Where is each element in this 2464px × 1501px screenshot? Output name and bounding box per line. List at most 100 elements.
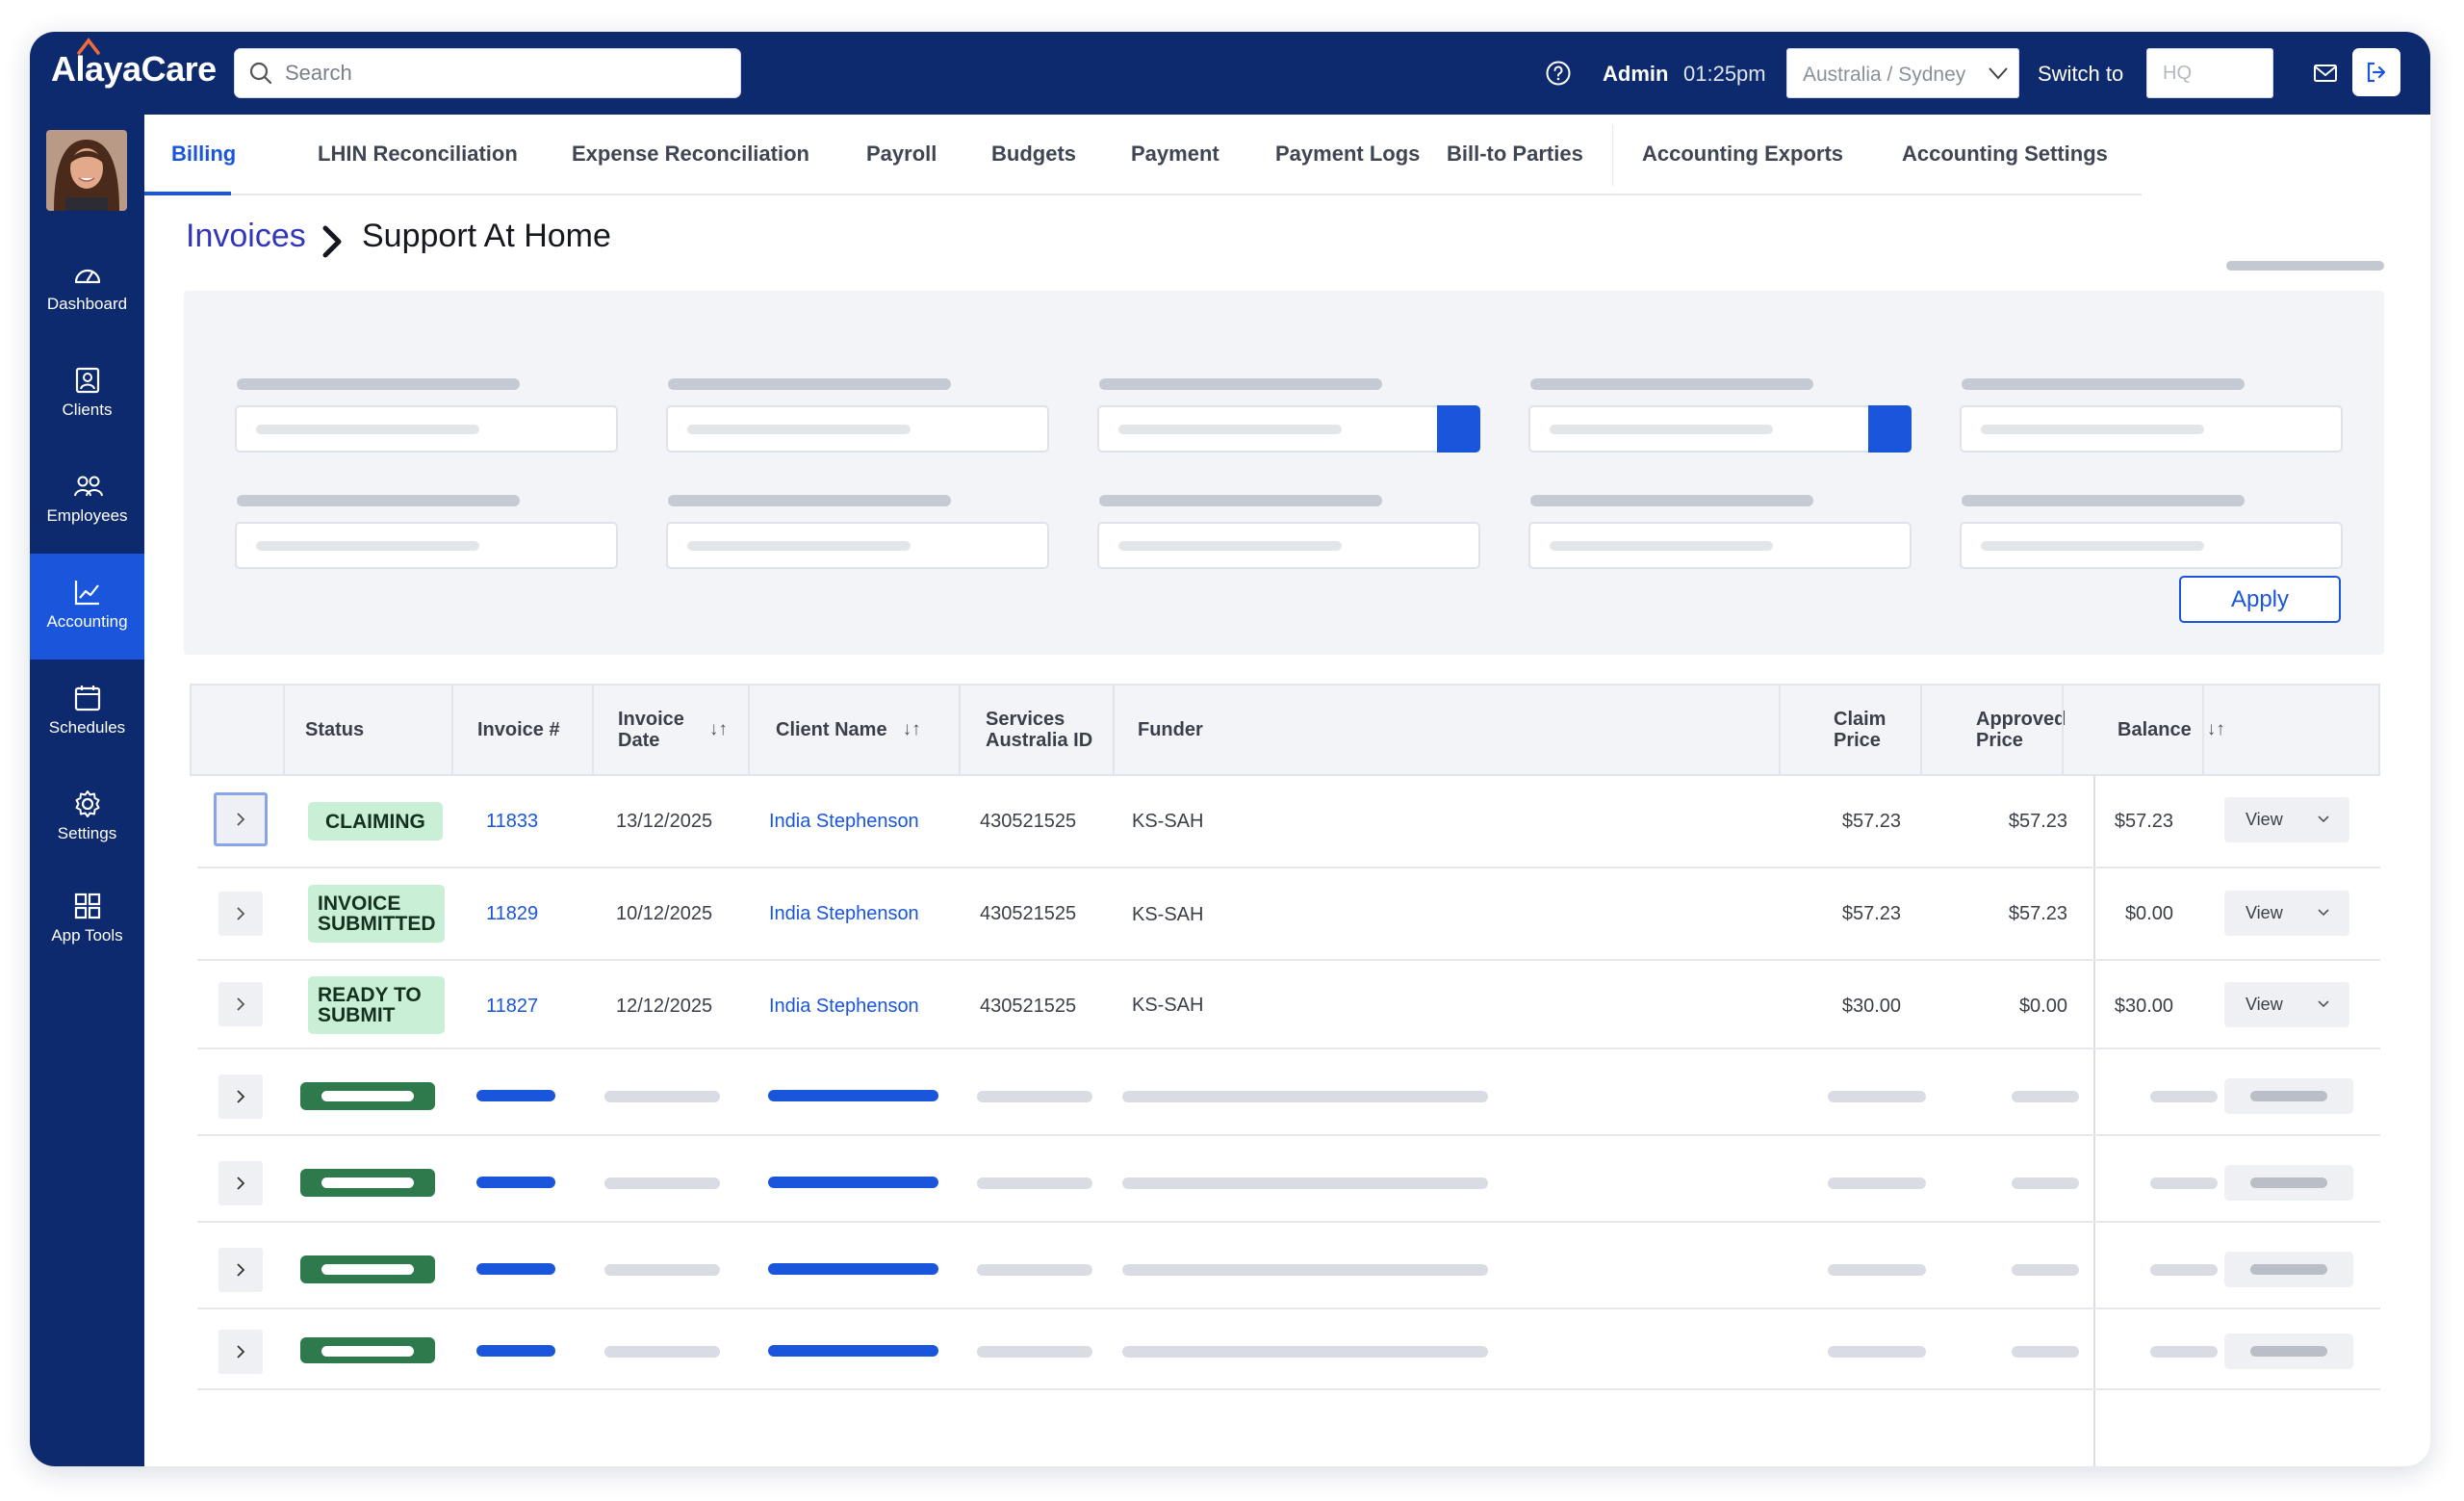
invoice-number-link[interactable]: 11829 <box>486 903 539 924</box>
avatar[interactable] <box>46 130 127 211</box>
chevron-right-icon <box>237 1263 245 1277</box>
user-name[interactable]: Admin <box>1603 62 1669 86</box>
invoice-number-link[interactable]: 11827 <box>486 996 539 1017</box>
tab-payment-logs[interactable]: Payment Logs <box>1275 142 1421 166</box>
filter-label-placeholder <box>1962 378 2245 390</box>
header-client-name[interactable]: Client Name ↓↑ <box>776 686 921 774</box>
client-name-link[interactable]: India Stephenson <box>769 811 919 832</box>
loading-placeholder <box>1550 541 1773 551</box>
region-select[interactable]: Australia / Sydney <box>1786 48 2019 98</box>
header-invoice-number[interactable]: Invoice # <box>477 719 560 740</box>
id-placeholder <box>977 1346 1092 1358</box>
invoice-number-link[interactable]: 11833 <box>486 811 539 832</box>
logout-button[interactable] <box>2352 48 2400 96</box>
table-row-placeholder <box>197 1223 2380 1309</box>
approved-price: $57.23 <box>2008 811 2067 832</box>
table-row[interactable]: READY TO SUBMIT 11827 12/12/2025 India S… <box>197 961 2380 1049</box>
sidebar-item-accounting[interactable]: Accounting <box>30 554 144 660</box>
tab-payment[interactable]: Payment <box>1131 142 1219 166</box>
sidebar-item-employees[interactable]: Employees <box>30 448 144 554</box>
filter-input[interactable] <box>235 522 618 569</box>
id-placeholder <box>977 1178 1092 1189</box>
tab-billing[interactable]: Billing <box>171 142 237 166</box>
view-button[interactable]: View <box>2224 982 2349 1027</box>
table-row[interactable]: INVOICE SUBMITTED 11829 10/12/2025 India… <box>197 868 2380 961</box>
calendar-icon <box>74 686 101 712</box>
mail-icon[interactable] <box>2312 60 2339 87</box>
header-balance[interactable]: Balance ↓↑ <box>2118 686 2225 774</box>
date-filter-input[interactable] <box>1097 405 1480 453</box>
claim-placeholder <box>1828 1346 1926 1358</box>
expand-row-button[interactable] <box>214 792 268 846</box>
sidebar-item-settings[interactable]: Settings <box>30 765 144 871</box>
sort-icon[interactable]: ↓↑ <box>2206 719 2225 739</box>
balance: $30.00 <box>2114 996 2173 1017</box>
switch-to-field[interactable] <box>2146 48 2273 98</box>
filter-input[interactable] <box>1528 522 1912 569</box>
filter-label-placeholder <box>1530 495 1813 506</box>
table-row[interactable]: CLAIMING 11833 13/12/2025 India Stephens… <box>197 776 2380 868</box>
expand-row-button[interactable] <box>218 1074 263 1119</box>
expand-row-button[interactable] <box>218 1248 263 1292</box>
tab-lhin-reconciliation[interactable]: LHIN Reconciliation <box>318 142 518 166</box>
header-funder: Funder <box>1138 719 1203 740</box>
tab-accounting-exports[interactable]: Accounting Exports <box>1642 142 1844 166</box>
sidebar-item-app-tools[interactable]: App Tools <box>30 867 144 973</box>
chevron-right-icon <box>237 1177 245 1190</box>
expand-row-button[interactable] <box>218 892 263 936</box>
view-button[interactable]: View <box>2224 891 2349 936</box>
chevron-down-icon <box>2318 1000 2329 1008</box>
date-picker-button[interactable] <box>1868 405 1912 453</box>
view-button[interactable]: View <box>2224 797 2349 842</box>
search-input[interactable] <box>285 57 708 90</box>
sidebar-item-clients[interactable]: Clients <box>30 342 144 448</box>
sort-icon[interactable]: ↓↑ <box>708 719 728 739</box>
filter-input[interactable] <box>1960 522 2343 569</box>
header-client-name-label: Client Name <box>776 719 887 740</box>
client-name-link[interactable]: India Stephenson <box>769 996 919 1017</box>
column-divider <box>283 686 285 774</box>
sidebar-item-schedules[interactable]: Schedules <box>30 660 144 765</box>
column-divider <box>1779 686 1781 774</box>
search-box[interactable] <box>234 48 741 98</box>
date-filter-input[interactable] <box>1528 405 1912 453</box>
balance: $0.00 <box>2124 903 2173 924</box>
tab-accounting-settings[interactable]: Accounting Settings <box>1902 142 2108 166</box>
filter-input[interactable] <box>666 522 1049 569</box>
sort-icon[interactable]: ↓↑ <box>902 719 921 739</box>
column-divider <box>959 686 961 774</box>
tab-payroll[interactable]: Payroll <box>866 142 937 166</box>
loading-placeholder <box>1981 541 2204 551</box>
date-picker-button[interactable] <box>1437 405 1480 453</box>
filter-input[interactable] <box>666 405 1049 453</box>
header-invoice-date[interactable]: Invoice Date ↓↑ <box>618 686 728 774</box>
date-placeholder <box>604 1264 720 1276</box>
claim-price: $57.23 <box>1841 903 1901 924</box>
sidebar-label: Clients <box>62 401 113 419</box>
logo-mark-icon <box>77 38 100 55</box>
filter-input[interactable] <box>235 405 618 453</box>
breadcrumb-invoices-link[interactable]: Invoices <box>186 218 306 254</box>
filter-input[interactable] <box>1097 522 1480 569</box>
expand-row-button[interactable] <box>218 982 263 1026</box>
date-placeholder <box>604 1346 720 1358</box>
filter-input[interactable] <box>1960 405 2343 453</box>
tab-expense-reconciliation[interactable]: Expense Reconciliation <box>572 142 809 166</box>
switch-to-input[interactable] <box>2163 58 2259 89</box>
view-placeholder <box>2224 1252 2353 1287</box>
client-name-link[interactable]: India Stephenson <box>769 903 919 924</box>
approved-price: $0.00 <box>2018 996 2067 1017</box>
approved-placeholder <box>2012 1264 2079 1276</box>
tab-bill-to-parties[interactable]: Bill-to Parties <box>1447 142 1583 166</box>
help-icon[interactable] <box>1545 60 1572 87</box>
expand-row-button[interactable] <box>218 1330 263 1374</box>
funder-placeholder <box>1122 1264 1488 1276</box>
filter-label-placeholder <box>1099 378 1382 390</box>
expand-row-button[interactable] <box>218 1161 263 1205</box>
apply-button[interactable]: Apply <box>2179 576 2341 623</box>
alayacare-logo[interactable]: AlayaCare <box>51 38 217 90</box>
filter-panel: Apply <box>184 291 2384 655</box>
chart-icon <box>74 581 99 606</box>
sidebar-item-dashboard[interactable]: Dashboard <box>30 236 144 342</box>
tab-budgets[interactable]: Budgets <box>991 142 1076 166</box>
